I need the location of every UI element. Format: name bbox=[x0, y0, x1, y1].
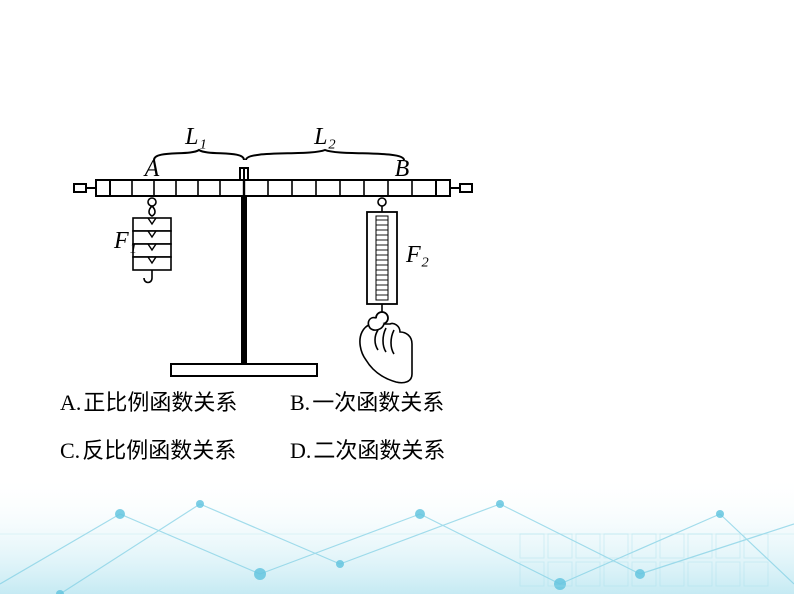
label-A: A bbox=[143, 156, 160, 182]
stand bbox=[171, 196, 317, 376]
option-A: A. 正比例函数关系 bbox=[60, 385, 290, 417]
left-weights bbox=[133, 198, 171, 283]
label-L2: L₂ bbox=[313, 124, 336, 150]
spring-scale bbox=[367, 198, 397, 324]
lever-bar bbox=[74, 180, 472, 196]
option-D-text: 二次函数关系 bbox=[313, 433, 445, 465]
brace-l2 bbox=[246, 150, 404, 160]
option-C-text: 反比例函数关系 bbox=[82, 433, 236, 465]
label-F1: F₁ bbox=[113, 228, 137, 254]
hand-icon bbox=[360, 318, 412, 383]
option-B: B. 一次函数关系 bbox=[290, 385, 444, 417]
lever-diagram: A L₁ L₂ B bbox=[60, 100, 490, 400]
option-A-text: 正比例函数关系 bbox=[83, 385, 237, 417]
option-D-letter: D. bbox=[290, 438, 311, 464]
label-F2: F₂ bbox=[405, 242, 429, 268]
option-C: C. 反比例函数关系 bbox=[60, 433, 290, 465]
option-A-letter: A. bbox=[60, 390, 81, 416]
label-L1: L₁ bbox=[184, 124, 207, 150]
answer-options: A. 正比例函数关系 B. 一次函数关系 C. 反比例函数关系 D. 二次函数关… bbox=[60, 385, 520, 481]
option-D: D. 二次函数关系 bbox=[290, 433, 445, 465]
option-B-letter: B. bbox=[290, 390, 310, 416]
footer-decor bbox=[0, 474, 794, 594]
option-C-letter: C. bbox=[60, 438, 80, 464]
option-B-text: 一次函数关系 bbox=[312, 385, 444, 417]
brace-l1 bbox=[154, 150, 244, 160]
label-B: B bbox=[395, 156, 410, 182]
